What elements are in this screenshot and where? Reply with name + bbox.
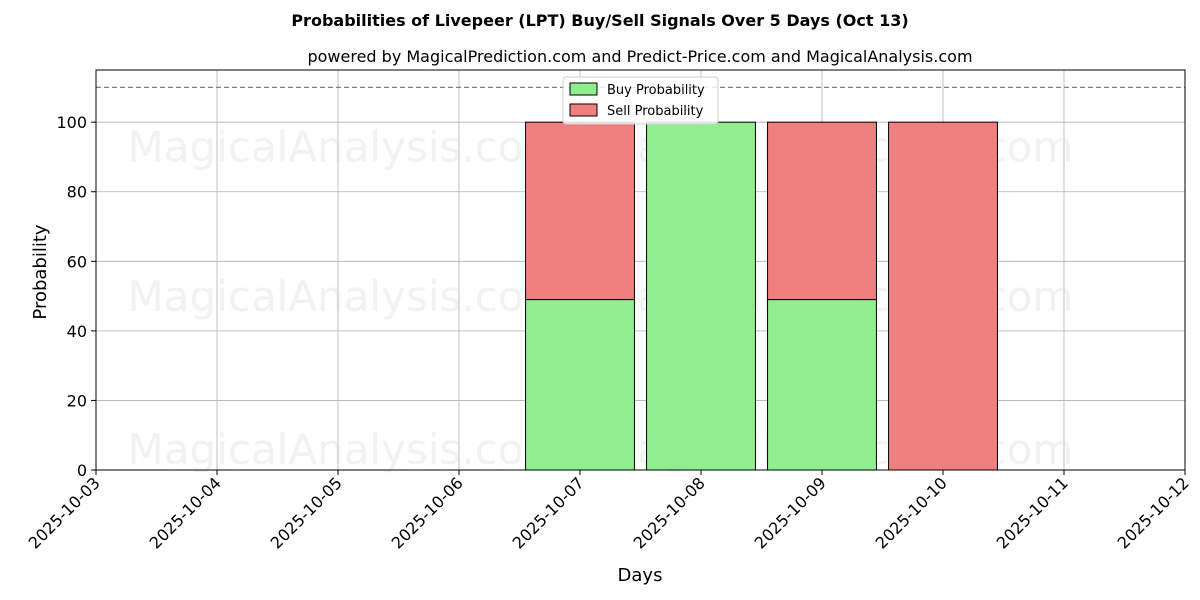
chart-title: Probabilities of Livepeer (LPT) Buy/Sell… — [291, 11, 908, 30]
x-tick-label: 2025-10-09 — [751, 473, 830, 552]
x-tick-label: 2025-10-08 — [630, 473, 709, 552]
x-tick-label: 2025-10-10 — [872, 473, 951, 552]
bar-sell — [525, 121, 635, 301]
y-tick-label: 20 — [67, 391, 87, 410]
x-tick-label: 2025-10-03 — [25, 473, 104, 552]
x-tick-label: 2025-10-07 — [509, 473, 588, 552]
legend-swatch-buy — [569, 82, 598, 96]
y-tick-label: 0 — [77, 461, 87, 480]
legend-label-buy: Buy Probability — [607, 83, 705, 98]
legend: Buy Probability Sell Probability — [562, 76, 719, 125]
legend-box — [562, 76, 719, 125]
plot-frame — [95, 69, 1186, 471]
x-tick-label: 2025-10-05 — [267, 473, 346, 552]
bar-buy — [767, 299, 877, 471]
bar-buy — [646, 121, 756, 471]
bar-sell — [888, 121, 998, 471]
watermark-text: MagicalAnalysis.com — [128, 425, 565, 474]
bars — [525, 121, 998, 471]
x-axis-label: Days — [618, 565, 663, 586]
x-tick-label: 2025-10-12 — [1114, 473, 1193, 552]
y-tick-label: 80 — [67, 183, 87, 202]
x-tick-label: 2025-10-06 — [388, 473, 467, 552]
y-tick-label: 100 — [56, 113, 87, 132]
bar-sell — [767, 121, 877, 301]
bar-buy — [525, 299, 635, 471]
watermark-text: MagicalAnalysis.com — [128, 123, 565, 172]
watermark-text: MagicalAnalysis.com — [128, 272, 565, 321]
x-tick-label: 2025-10-04 — [146, 473, 225, 552]
chart-subtitle: powered by MagicalPrediction.com and Pre… — [307, 47, 972, 66]
y-tick-label: 40 — [67, 322, 87, 341]
y-tick-label: 60 — [67, 252, 87, 271]
legend-label-sell: Sell Probability — [607, 104, 704, 119]
y-axis-label: Probability — [30, 224, 51, 319]
x-tick-label: 2025-10-11 — [993, 473, 1072, 552]
legend-swatch-sell — [569, 103, 598, 117]
